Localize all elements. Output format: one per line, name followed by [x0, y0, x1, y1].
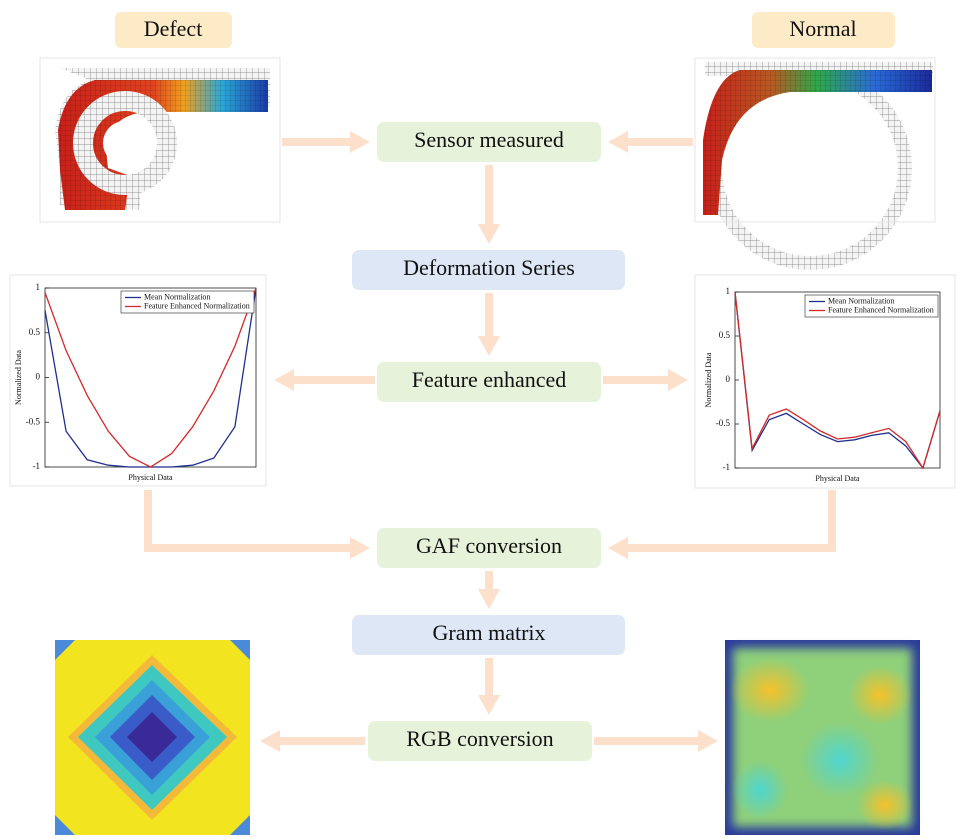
legend-label: Feature Enhanced Normalization	[828, 305, 934, 314]
y-tick-label: 1	[726, 286, 731, 296]
y-tick-label: 0	[726, 374, 731, 384]
normal-label: Normal	[789, 16, 856, 41]
legend-label: Mean Normalization	[144, 292, 210, 301]
y-tick-label: -1	[33, 461, 41, 471]
defect-label: Defect	[144, 16, 203, 41]
x-axis-label: Physical Data	[128, 473, 173, 482]
legend-label: Feature Enhanced Normalization	[144, 301, 250, 310]
defect-image	[40, 58, 280, 222]
step-label: Feature enhanced	[412, 367, 567, 392]
y-tick-label: -0.5	[716, 418, 731, 428]
diagram: Defect Normal Sensor measured De	[0, 0, 968, 839]
y-tick-label: 0.5	[719, 330, 731, 340]
step-label: RGB conversion	[406, 726, 553, 751]
step-label: Gram matrix	[432, 620, 545, 645]
y-axis-label: Normalized Data	[14, 350, 23, 405]
y-tick-label: 0.5	[29, 327, 41, 337]
normal-image	[695, 58, 935, 263]
step-label: Sensor measured	[414, 127, 564, 152]
y-tick-label: 1	[36, 282, 41, 292]
y-axis-label: Normalized Data	[704, 352, 713, 407]
step-label: Deformation Series	[403, 255, 575, 280]
defect-gram-image	[55, 640, 250, 835]
normal-gram-image	[725, 640, 920, 835]
x-axis-label: Physical Data	[815, 474, 860, 483]
y-tick-label: -1	[723, 462, 731, 472]
legend-label: Mean Normalization	[828, 296, 894, 305]
y-tick-label: -0.5	[26, 416, 41, 426]
step-label: GAF conversion	[416, 533, 562, 558]
y-tick-label: 0	[36, 372, 41, 382]
